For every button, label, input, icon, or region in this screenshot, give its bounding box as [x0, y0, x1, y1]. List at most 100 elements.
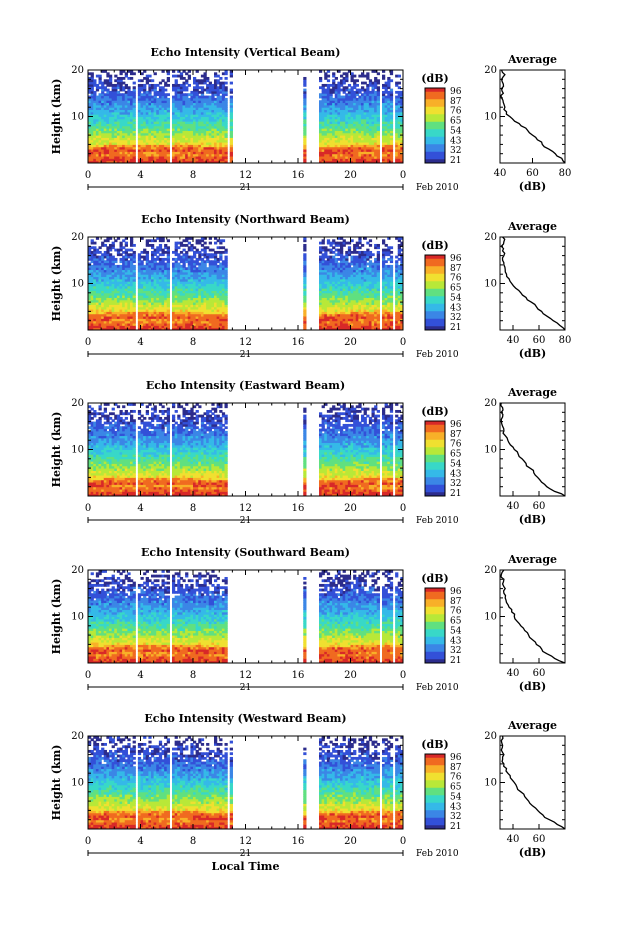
colorbar-unit: (dB): [421, 572, 448, 585]
colorbar-swatch: [425, 657, 445, 660]
average-profile-line: [499, 402, 566, 497]
colorbar-swatch: [425, 464, 445, 467]
average-y-tick-label: 20: [484, 232, 497, 243]
colorbar-swatch: [425, 494, 445, 497]
colorbar-swatch: [425, 488, 445, 491]
colorbar-swatch: [425, 441, 445, 444]
colorbar-swatch: [425, 823, 445, 826]
colorbar-swatch: [425, 296, 445, 299]
colorbar-swatch: [425, 421, 445, 424]
average-y-tick-label: 20: [484, 65, 497, 76]
average-y-tick-label: 10: [484, 112, 497, 123]
colorbar-swatch: [425, 812, 445, 815]
colorbar-swatch: [425, 636, 445, 640]
x-tick-label: 8: [190, 503, 196, 514]
colorbar-swatch: [425, 133, 445, 136]
colorbar-swatch: [425, 155, 445, 158]
y-axis-label: Height (km): [50, 79, 63, 155]
x-tick-label: 8: [190, 670, 196, 681]
average-x-tick-label: 60: [533, 335, 546, 346]
colorbar-swatch: [425, 118, 445, 121]
colorbar-swatch: [425, 328, 445, 331]
colorbar-swatch: [425, 292, 445, 295]
x-tick-label: 12: [239, 503, 252, 514]
colorbar-swatch: [425, 614, 445, 617]
colorbar-swatch: [425, 127, 445, 130]
colorbar-swatch: [425, 255, 445, 258]
colorbar-swatch: [425, 434, 445, 437]
colorbar-tick-label: 21: [450, 489, 461, 499]
colorbar-swatch: [425, 610, 445, 613]
y-tick-label: 20: [71, 731, 84, 742]
colorbar-swatch: [425, 804, 445, 807]
x-tick-label: 20: [344, 337, 357, 348]
average-x-tick-label: 60: [526, 168, 539, 179]
average-x-tick-label: 80: [559, 168, 572, 179]
colorbar-tick-label: 32: [450, 313, 461, 323]
chart-panel-1: Echo Intensity (Vertical Beam) 10 20 Height…: [50, 46, 571, 193]
average-y-tick-label: 10: [484, 612, 497, 623]
colorbar-swatch: [425, 770, 445, 774]
colorbar-swatch: [425, 814, 445, 817]
colorbar-swatch: [425, 648, 445, 651]
average-frame: [499, 402, 566, 497]
x-tick-label: 0: [85, 170, 91, 181]
colorbar-swatch: [425, 123, 445, 126]
x-tick-label: 0: [400, 836, 406, 847]
colorbar-swatch: [425, 426, 445, 429]
colorbar-swatch: [425, 612, 445, 615]
heatmap-image: [88, 570, 403, 663]
date-month-label: Feb 2010: [416, 849, 459, 859]
x-tick-label: 8: [190, 836, 196, 847]
colorbar-swatch: [425, 616, 445, 619]
colorbar-tick-label: 76: [450, 274, 462, 284]
colorbar-tick-label: 32: [450, 646, 461, 656]
colorbar-tick-label: 21: [450, 656, 461, 666]
x-tick-label: 16: [292, 836, 305, 847]
x-tick-label: 8: [190, 170, 196, 181]
x-tick-label: 0: [85, 503, 91, 514]
colorbar-swatch: [425, 110, 445, 113]
colorbar-tick-label: 96: [450, 87, 462, 97]
colorbar-unit: (dB): [421, 72, 448, 85]
date-month-label: Feb 2010: [416, 683, 459, 693]
average-x-tick-label: 60: [533, 834, 546, 845]
average-x-tick-label: 40: [507, 834, 520, 845]
colorbar-swatch: [425, 475, 445, 478]
colorbar-swatch: [425, 298, 445, 301]
average-frame: [499, 569, 566, 664]
colorbar-swatch: [425, 618, 445, 621]
colorbar-swatch: [425, 142, 445, 145]
colorbar-swatch: [425, 275, 445, 278]
colorbar-unit: (dB): [421, 239, 448, 252]
colorbar-swatch: [425, 767, 445, 770]
colorbar-tick-label: 54: [450, 459, 462, 469]
colorbar-swatch: [425, 469, 445, 473]
x-tick-label: 4: [137, 337, 143, 348]
colorbar-swatch: [425, 817, 445, 821]
colorbar-swatch: [425, 597, 445, 600]
colorbar-swatch: [425, 601, 445, 604]
heatmap-image: [88, 403, 403, 496]
colorbar-tick-label: 43: [450, 636, 462, 646]
colorbar-swatch: [425, 439, 445, 443]
y-axis-label: Height (km): [50, 745, 63, 821]
x-tick-label: 0: [400, 503, 406, 514]
colorbar-swatch: [425, 256, 445, 260]
colorbar-swatch: [425, 101, 445, 104]
colorbar-swatch: [425, 772, 445, 776]
colorbar-tick-label: 87: [450, 97, 462, 107]
average-x-tick-label: 80: [559, 335, 572, 346]
colorbar-swatch: [425, 424, 445, 428]
colorbar-swatch: [425, 649, 445, 653]
colorbar-swatch: [425, 279, 445, 282]
colorbar-swatch: [425, 791, 445, 794]
colorbar-swatch: [425, 774, 445, 777]
colorbar-swatch: [425, 266, 445, 269]
colorbar-swatch: [425, 778, 445, 781]
average-profile-line: [500, 569, 566, 664]
colorbar-swatch: [425, 119, 445, 123]
colorbar-swatch: [425, 313, 445, 316]
colorbar-swatch: [425, 646, 445, 649]
y-axis-label: Height (km): [50, 246, 63, 322]
